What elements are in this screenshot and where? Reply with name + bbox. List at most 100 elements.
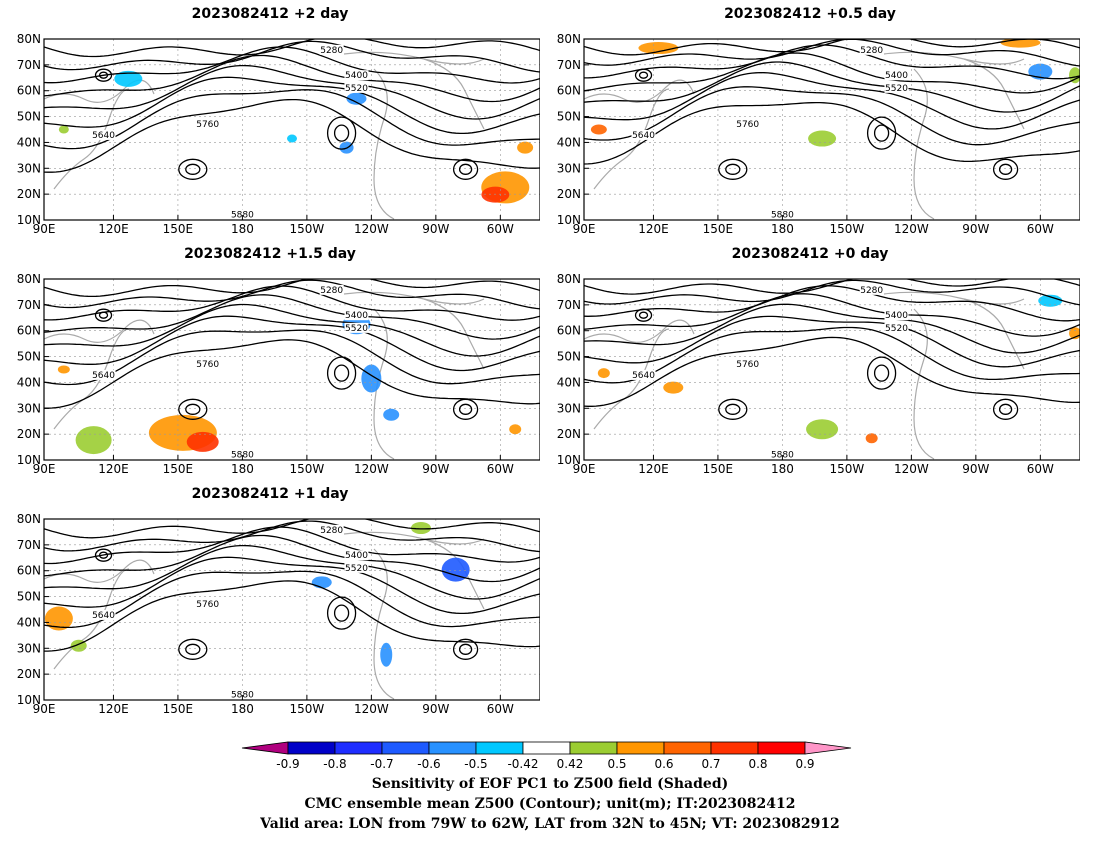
z500-contour: [44, 329, 540, 386]
z500-closed-contour: [185, 403, 201, 415]
caption-line-3: Valid area: LON from 79W to 62W, LAT fro…: [260, 816, 840, 832]
map-frame: [43, 518, 540, 701]
contour-label: 5280: [320, 286, 343, 296]
coastline: [593, 88, 670, 190]
sensitivity-shading: [44, 606, 73, 631]
z500-closed-contour: [326, 596, 357, 630]
z500-contour: [44, 534, 540, 583]
z500-contour: [584, 101, 1080, 165]
z500-contour: [584, 315, 1080, 368]
z500-closed-contour: [178, 158, 208, 180]
z500-contour: [584, 52, 1080, 94]
lat-label: 40N: [557, 375, 581, 389]
z500-contour: [44, 315, 540, 372]
sensitivity-shading: [808, 130, 837, 147]
lon-label: 120W: [894, 462, 929, 476]
map-frame: [583, 38, 1080, 221]
lat-label: 50N: [557, 110, 581, 124]
colorbar-segment: [616, 741, 665, 755]
colorbar-segment: [663, 741, 712, 755]
lat-label: 20N: [17, 427, 41, 441]
lon-label: 90W: [422, 462, 449, 476]
z500-contour: [584, 293, 1080, 337]
map-panel: 2023082412 +0.5 day 5280 5400 5520 5640 5760…: [540, 6, 1080, 236]
coastline: [883, 291, 1025, 305]
z500-closed-contour: [452, 158, 479, 180]
z500-contour: [584, 336, 1080, 407]
lon-label: 120E: [98, 462, 129, 476]
lon-label: 90W: [962, 462, 989, 476]
z500-contour: [584, 39, 1080, 56]
lat-label: 50N: [17, 590, 41, 604]
contour-label: 5760: [196, 600, 219, 610]
sensitivity-shading: [311, 576, 332, 589]
z500-contour: [44, 279, 540, 298]
colorbar-segment: [428, 741, 477, 755]
colorbar-segment: [475, 741, 524, 755]
lat-label: 60N: [557, 324, 581, 338]
contour-label: 5640: [92, 371, 115, 381]
z500-contour: [44, 46, 540, 84]
contour-label-bg: [735, 119, 760, 130]
contour-label-bg: [319, 44, 344, 55]
contour-label: 5760: [736, 120, 759, 130]
sensitivity-shading: [361, 364, 382, 393]
z500-closed-contour: [866, 356, 897, 390]
map-frame: [43, 38, 540, 221]
map-frame: [43, 278, 540, 461]
lon-label: 60W: [487, 222, 514, 236]
colorbar-segment: [334, 741, 383, 755]
coastline: [963, 298, 1025, 370]
z500-contour: [44, 294, 540, 340]
z500-closed-contour: [178, 638, 208, 660]
lon-label: 180: [231, 702, 254, 716]
z500-contour: [584, 61, 1080, 113]
lat-label: 80N: [17, 32, 41, 46]
contour-label-bg: [859, 44, 884, 55]
contour-label-bg: [230, 449, 255, 460]
contour-label: 5760: [196, 120, 219, 130]
lat-label: 60N: [17, 564, 41, 578]
colorbar-tick-label: 0.8: [748, 757, 767, 771]
lon-label: 180: [771, 462, 794, 476]
z500-closed-contour: [185, 163, 201, 175]
z500-contour: [44, 76, 540, 135]
lon-label: 90E: [573, 462, 596, 476]
z500-closed-contour: [638, 71, 649, 79]
sensitivity-shading: [663, 381, 684, 394]
contour-label-bg: [735, 359, 760, 370]
lon-label: 180: [231, 222, 254, 236]
colorbar-tick-label: -0.5: [464, 757, 487, 771]
z500-contour: [584, 71, 1080, 130]
contour-label: 5520: [885, 84, 908, 94]
z500-closed-contour: [326, 116, 357, 150]
z500-closed-contour: [452, 638, 479, 660]
map-svg: 52805400552056405760588080N70N60N50N40N3…: [17, 512, 540, 716]
colorbar-extend-left: [241, 741, 289, 755]
z500-contour: [44, 89, 540, 150]
lat-label: 40N: [17, 375, 41, 389]
z500-closed-contour: [98, 551, 109, 559]
colorbar-tick-label: -0.8: [323, 757, 346, 771]
colorbar-segment: [710, 741, 759, 755]
z500-contour: [44, 339, 540, 409]
map-panel: 2023082412 +0 day 5280 5400 5520 5640 5760 58…: [540, 246, 1080, 476]
lon-label: 90W: [422, 702, 449, 716]
sensitivity-shading: [1038, 294, 1063, 307]
z500-contour: [44, 303, 540, 357]
z500-contour: [44, 279, 540, 310]
colorbar-tick-label: 0.7: [701, 757, 720, 771]
z500-closed-contour: [873, 364, 890, 382]
contour-label: 5400: [885, 311, 908, 321]
contour-label-bg: [195, 599, 220, 610]
z500-closed-contour: [452, 398, 479, 420]
contour-label-bg: [195, 359, 220, 370]
caption-line-2: CMC ensemble mean Z500 (Contour); unit(m…: [304, 796, 796, 812]
colorbar-segment: [569, 741, 618, 755]
z500-closed-contour: [998, 163, 1013, 175]
colorbar-tick-label: 0.42: [557, 757, 584, 771]
lon-label: 150W: [829, 462, 864, 476]
sensitivity-shading: [75, 426, 112, 455]
lat-label: 50N: [17, 350, 41, 364]
lat-label: 30N: [557, 401, 581, 415]
